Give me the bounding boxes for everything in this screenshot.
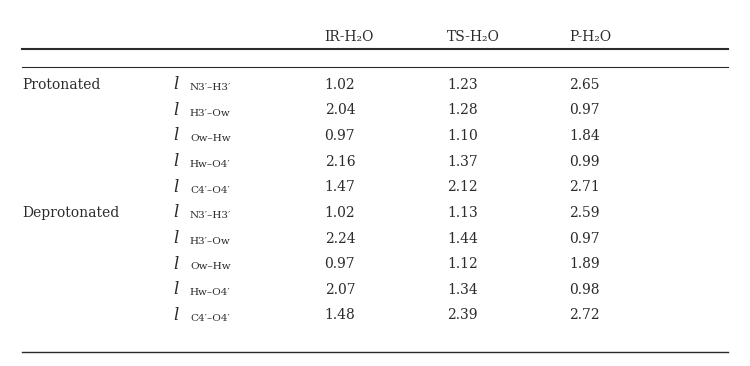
Text: 0.99: 0.99 (569, 154, 600, 169)
Text: N3′–H3′: N3′–H3′ (190, 211, 231, 220)
Text: 2.59: 2.59 (569, 206, 600, 220)
Text: P-H₂O: P-H₂O (569, 30, 611, 44)
Text: TS-H₂O: TS-H₂O (447, 30, 500, 44)
Text: 1.02: 1.02 (325, 206, 356, 220)
Text: l: l (173, 307, 178, 324)
Text: 2.65: 2.65 (569, 78, 600, 92)
Text: Ow–Hw: Ow–Hw (190, 134, 230, 143)
Text: 1.48: 1.48 (325, 309, 356, 322)
Text: Deprotonated: Deprotonated (22, 206, 119, 220)
Text: IR-H₂O: IR-H₂O (325, 30, 374, 44)
Text: Hw–O4′: Hw–O4′ (190, 160, 231, 169)
Text: l: l (173, 281, 178, 298)
Text: l: l (173, 179, 178, 196)
Text: 2.12: 2.12 (447, 180, 478, 194)
Text: 1.02: 1.02 (325, 78, 356, 92)
Text: 1.10: 1.10 (447, 129, 478, 143)
Text: H3′–Ow: H3′–Ow (190, 237, 231, 246)
Text: 1.23: 1.23 (447, 78, 478, 92)
Text: 2.71: 2.71 (569, 180, 600, 194)
Text: 0.97: 0.97 (569, 103, 600, 117)
Text: 1.12: 1.12 (447, 257, 478, 271)
Text: l: l (173, 230, 178, 247)
Text: 2.24: 2.24 (325, 232, 356, 246)
Text: l: l (173, 102, 178, 119)
Text: l: l (173, 153, 178, 170)
Text: 1.89: 1.89 (569, 257, 600, 271)
Text: C4′–O4′: C4′–O4′ (190, 314, 230, 323)
Text: 0.98: 0.98 (569, 283, 600, 297)
Text: 0.97: 0.97 (569, 232, 600, 246)
Text: 1.34: 1.34 (447, 283, 478, 297)
Text: 1.47: 1.47 (325, 180, 356, 194)
Text: C4′–O4′: C4′–O4′ (190, 186, 230, 194)
Text: 0.97: 0.97 (325, 257, 356, 271)
Text: l: l (173, 76, 178, 93)
Text: Protonated: Protonated (22, 78, 100, 92)
Text: 1.13: 1.13 (447, 206, 478, 220)
Text: 1.37: 1.37 (447, 154, 478, 169)
Text: H3′–Ow: H3′–Ow (190, 109, 231, 117)
Text: 1.28: 1.28 (447, 103, 478, 117)
Text: N3′–H3′: N3′–H3′ (190, 83, 231, 92)
Text: 2.39: 2.39 (447, 309, 478, 322)
Text: 2.16: 2.16 (325, 154, 356, 169)
Text: 2.72: 2.72 (569, 309, 600, 322)
Text: l: l (173, 204, 178, 221)
Text: 0.97: 0.97 (325, 129, 356, 143)
Text: 2.04: 2.04 (325, 103, 356, 117)
Text: l: l (173, 127, 178, 145)
Text: 1.84: 1.84 (569, 129, 600, 143)
Text: Hw–O4′: Hw–O4′ (190, 288, 231, 297)
Text: Ow–Hw: Ow–Hw (190, 262, 230, 272)
Text: 1.44: 1.44 (447, 232, 478, 246)
Text: 2.07: 2.07 (325, 283, 356, 297)
Text: l: l (173, 256, 178, 273)
